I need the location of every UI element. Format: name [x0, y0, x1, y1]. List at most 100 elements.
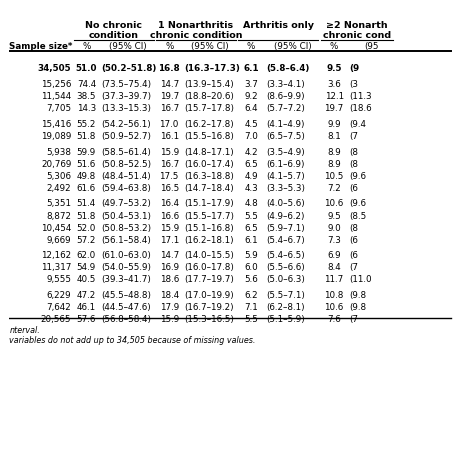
- Text: 7.0: 7.0: [244, 132, 258, 141]
- Text: (5.5–7.1): (5.5–7.1): [266, 291, 305, 300]
- Text: 5.9: 5.9: [244, 251, 258, 260]
- Text: (5.7–7.2): (5.7–7.2): [266, 104, 305, 113]
- Text: 5.5: 5.5: [244, 315, 258, 324]
- Text: 7.6: 7.6: [327, 315, 341, 324]
- Text: (5.4–6.5): (5.4–6.5): [266, 251, 305, 260]
- Text: %: %: [82, 42, 91, 51]
- Text: (54.0–55.9): (54.0–55.9): [101, 264, 151, 273]
- Text: 17.9: 17.9: [160, 303, 179, 312]
- Text: 15.9: 15.9: [160, 147, 179, 156]
- Text: 9.5: 9.5: [327, 211, 341, 220]
- Text: 34,505: 34,505: [38, 64, 72, 73]
- Text: 9.2: 9.2: [244, 92, 258, 101]
- Text: (6: (6: [349, 184, 358, 193]
- Text: (11.3: (11.3: [349, 92, 372, 101]
- Text: (5.4–6.7): (5.4–6.7): [266, 236, 305, 245]
- Text: 9.0: 9.0: [327, 224, 341, 233]
- Text: 11,317: 11,317: [41, 264, 72, 273]
- Text: (13.9–15.4): (13.9–15.4): [184, 80, 234, 89]
- Text: (3: (3: [349, 80, 358, 89]
- Text: (16.2–18.1): (16.2–18.1): [184, 236, 234, 245]
- Text: (45.5–48.8): (45.5–48.8): [101, 291, 151, 300]
- Text: (48.4–51.4): (48.4–51.4): [101, 172, 151, 181]
- Text: (50.4–53.1): (50.4–53.1): [101, 211, 151, 220]
- Text: (16.3–17.3): (16.3–17.3): [184, 64, 240, 73]
- Text: 10.6: 10.6: [325, 303, 344, 312]
- Text: (9.6: (9.6: [349, 172, 366, 181]
- Text: (9.6: (9.6: [349, 200, 366, 209]
- Text: 18.4: 18.4: [160, 291, 179, 300]
- Text: 51.4: 51.4: [77, 200, 96, 209]
- Text: 5.5: 5.5: [244, 211, 258, 220]
- Text: (9.8: (9.8: [349, 303, 366, 312]
- Text: 4.3: 4.3: [244, 184, 258, 193]
- Text: 51.6: 51.6: [77, 160, 96, 169]
- Text: 14.7: 14.7: [160, 251, 179, 260]
- Text: (6: (6: [349, 236, 358, 245]
- Text: 9.5: 9.5: [327, 64, 342, 73]
- Text: 7.2: 7.2: [327, 184, 341, 193]
- Text: 16.5: 16.5: [160, 184, 179, 193]
- Text: (56.1–58.4): (56.1–58.4): [101, 236, 151, 245]
- Text: (56.8–58.4): (56.8–58.4): [101, 315, 151, 324]
- Text: 55.2: 55.2: [77, 120, 96, 129]
- Text: 17.1: 17.1: [160, 236, 179, 245]
- Text: %: %: [247, 42, 255, 51]
- Text: 14.7: 14.7: [160, 80, 179, 89]
- Text: 47.2: 47.2: [77, 291, 96, 300]
- Text: (54.2–56.1): (54.2–56.1): [101, 120, 151, 129]
- Text: 4.8: 4.8: [244, 200, 258, 209]
- Text: 57.6: 57.6: [77, 315, 96, 324]
- Text: (11.0: (11.0: [349, 275, 372, 284]
- Text: (14.0–15.5): (14.0–15.5): [184, 251, 234, 260]
- Text: (15.5–17.7): (15.5–17.7): [184, 211, 234, 220]
- Text: (15.1–17.9): (15.1–17.9): [184, 200, 234, 209]
- Text: 51.8: 51.8: [77, 132, 96, 141]
- Text: 16.7: 16.7: [160, 160, 179, 169]
- Text: (95% CI): (95% CI): [191, 42, 229, 51]
- Text: 10.8: 10.8: [325, 291, 344, 300]
- Text: (6.1–6.9): (6.1–6.9): [266, 160, 305, 169]
- Text: (5.0–6.3): (5.0–6.3): [266, 275, 305, 284]
- Text: 15.9: 15.9: [160, 224, 179, 233]
- Text: 7,642: 7,642: [46, 303, 72, 312]
- Text: (50.9–52.7): (50.9–52.7): [101, 132, 151, 141]
- Text: 9.9: 9.9: [328, 120, 341, 129]
- Text: (5.8–6.4): (5.8–6.4): [266, 64, 310, 73]
- Text: (5.1–5.9): (5.1–5.9): [266, 315, 305, 324]
- Text: 5.6: 5.6: [244, 275, 258, 284]
- Text: (9.8: (9.8: [349, 291, 366, 300]
- Text: 18.6: 18.6: [160, 275, 179, 284]
- Text: (4.9–6.2): (4.9–6.2): [266, 211, 305, 220]
- Text: 3.6: 3.6: [327, 80, 341, 89]
- Text: (8: (8: [349, 147, 358, 156]
- Text: (7: (7: [349, 315, 358, 324]
- Text: (16.3–18.8): (16.3–18.8): [184, 172, 234, 181]
- Text: (9.4: (9.4: [349, 120, 366, 129]
- Text: Sample size*: Sample size*: [9, 42, 73, 51]
- Text: 1 Nonarthritis
chronic condition: 1 Nonarthritis chronic condition: [150, 21, 242, 40]
- Text: 51.0: 51.0: [76, 64, 97, 73]
- Text: variables do not add up to 34,505 because of missing values.: variables do not add up to 34,505 becaus…: [9, 336, 256, 345]
- Text: (16.0–17.4): (16.0–17.4): [184, 160, 234, 169]
- Text: 8.9: 8.9: [327, 147, 341, 156]
- Text: 16.6: 16.6: [160, 211, 179, 220]
- Text: 51.8: 51.8: [77, 211, 96, 220]
- Text: 6.5: 6.5: [244, 224, 258, 233]
- Text: 16.9: 16.9: [160, 264, 179, 273]
- Text: (14.7–18.4): (14.7–18.4): [184, 184, 234, 193]
- Text: 8,872: 8,872: [46, 211, 72, 220]
- Text: 8.4: 8.4: [327, 264, 341, 273]
- Text: 6.9: 6.9: [328, 251, 341, 260]
- Text: (44.5–47.6): (44.5–47.6): [101, 303, 151, 312]
- Text: 12,162: 12,162: [41, 251, 72, 260]
- Text: Arthritis only: Arthritis only: [243, 21, 314, 30]
- Text: 62.0: 62.0: [77, 251, 96, 260]
- Text: 8.1: 8.1: [327, 132, 341, 141]
- Text: 19,089: 19,089: [41, 132, 72, 141]
- Text: (17.0–19.9): (17.0–19.9): [184, 291, 234, 300]
- Text: 59.9: 59.9: [77, 147, 96, 156]
- Text: 9,555: 9,555: [46, 275, 72, 284]
- Text: 5,306: 5,306: [46, 172, 72, 181]
- Text: (58.5–61.4): (58.5–61.4): [101, 147, 151, 156]
